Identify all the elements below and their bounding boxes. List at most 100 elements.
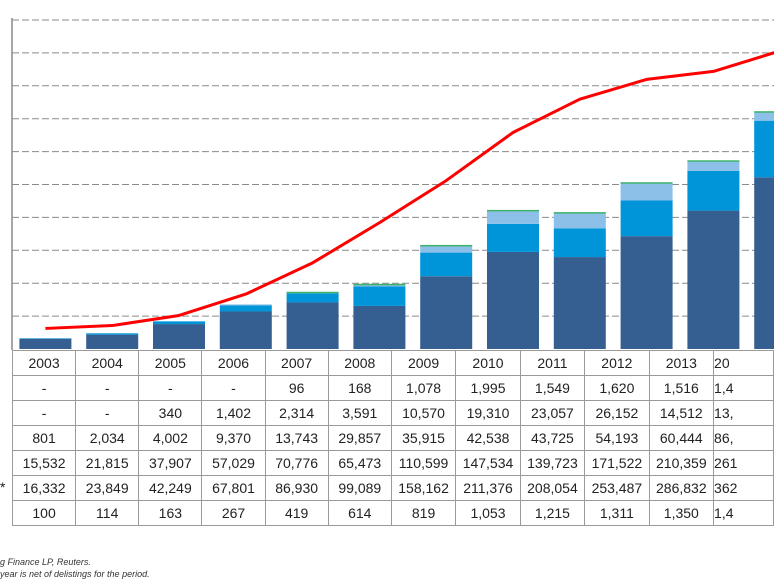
bar-segment-2007-s4 [286, 291, 339, 294]
table-cell: 614 [327, 500, 392, 526]
table-cell: 2008 [327, 350, 392, 376]
bar-segment-2009-s3 [420, 245, 473, 253]
table-cell: 16,332 [11, 475, 77, 501]
index-line [45, 51, 774, 330]
table-header-row: 2003 2004 2005 2006 2007 2008 2009 2010 2011 2012… [11, 350, 774, 376]
table-cell: 57,029 [201, 450, 266, 476]
bar-segment-2011-s3 [553, 213, 606, 229]
table-cell: 2013 [648, 350, 715, 376]
table-cell: 139,723 [519, 450, 586, 476]
table-cell: 168 [327, 375, 392, 401]
bar-segment-2014-s2 [754, 120, 774, 178]
table-cell: 2012 [584, 350, 650, 376]
table-cell: 4,002 [138, 425, 203, 451]
table-row: - - - -96 168 1,078 1,995 1,549 1,620 1,516 1,4 [11, 375, 774, 401]
table-cell: 29,857 [327, 425, 392, 451]
table-cell: 9,370 [201, 425, 266, 451]
table-cell: 21,815 [75, 450, 140, 476]
table-cell: 86,930 [264, 475, 329, 501]
bar-segment-2008-s1 [353, 305, 406, 349]
table-cell: 14,512 [648, 400, 715, 426]
table-cell: - [11, 375, 77, 401]
table-cell: 1,053 [455, 500, 521, 526]
bar-segment-2005-s2 [153, 321, 205, 325]
bar-segment-2012-s2 [620, 200, 673, 237]
table-cell: 70,776 [264, 450, 329, 476]
table-cell: 86, [713, 425, 774, 451]
table-cell: 286,832 [648, 475, 715, 501]
bar-segment-2005-s1 [153, 324, 205, 349]
table-cell: 10,570 [390, 400, 457, 426]
table-cell: - [75, 375, 140, 401]
table-cell: 20 [713, 350, 774, 376]
table-cell: 1,620 [584, 375, 650, 401]
table-cell: 114 [75, 500, 140, 526]
bar-segment-2006-s1 [219, 311, 272, 349]
bar-segment-2014-s1 [754, 177, 774, 349]
table-cell: 15,532 [11, 450, 77, 476]
table-cell: 2009 [390, 350, 457, 376]
table-cell: 2003 [11, 350, 77, 376]
table-cell: 42,538 [455, 425, 521, 451]
table-cell: 54,193 [584, 425, 650, 451]
bar-segment-2011-s2 [553, 228, 606, 258]
bar-segment-2013-s1 [687, 210, 740, 349]
table-cell: 67,801 [201, 475, 266, 501]
bar-segment-2008-s2 [353, 286, 406, 306]
table-cell: 1,350 [648, 500, 715, 526]
table-cell: 210,359 [648, 450, 715, 476]
table-cell: 100 [11, 500, 77, 526]
bar-segment-2004-s2 [86, 333, 139, 335]
table-cell: 2011 [519, 350, 586, 376]
table-cell: 1,4 [713, 375, 774, 401]
bar-segment-2009-s1 [420, 276, 473, 349]
table-cell: 267 [201, 500, 266, 526]
table-cell: 171,522 [584, 450, 650, 476]
bar-segment-2013-s3 [687, 161, 740, 171]
table-cell: 1,402 [201, 400, 266, 426]
bar-segment-2010-s3 [487, 211, 539, 224]
table-cell: 819 [390, 500, 457, 526]
table-cell: 362 [713, 475, 774, 501]
table-cell: 2,034 [75, 425, 140, 451]
table-cell: 96 [264, 375, 329, 401]
table-row: 100 114 163 267 419 614 819 1,053 1,215 1,311 1,35… [11, 500, 774, 526]
bar-segment-2008-s4 [353, 283, 406, 286]
table-cell: 208,054 [519, 475, 586, 501]
table-cell: 163 [138, 500, 203, 526]
table-row: 15,532 21,815 37,907 57,029 70,776 65,473 110,… [11, 450, 774, 476]
table-cell: 2005 [138, 350, 203, 376]
bar-segment-2004-s1 [86, 334, 139, 349]
table-cell: 3,591 [327, 400, 392, 426]
table-cell: 2,314 [264, 400, 329, 426]
table-cell: 1,516 [648, 375, 715, 401]
table-cell: 13, [713, 400, 774, 426]
bar-segment-2014-s3 [754, 112, 774, 121]
bar-segment-2009-s4 [420, 244, 473, 247]
table-cell: 23,057 [519, 400, 586, 426]
bar-segment-2006-s3 [219, 304, 272, 306]
bar-segment-2007-s2 [286, 293, 339, 303]
table-cell: 253,487 [584, 475, 650, 501]
table-cell: 23,849 [75, 475, 140, 501]
table-cell: 419 [264, 500, 329, 526]
table-cell: 43,725 [519, 425, 586, 451]
table-cell: 13,743 [264, 425, 329, 451]
table-cell: 147,534 [455, 450, 521, 476]
bar-segment-2012-s1 [620, 236, 673, 349]
gridlines [12, 19, 774, 317]
bar-segment-2009-s2 [420, 252, 473, 277]
table-cell: - [75, 400, 140, 426]
bar-segment-2006-s2 [219, 305, 272, 312]
row-marker: * [0, 479, 6, 495]
table-cell: 60,444 [648, 425, 715, 451]
table-cell: 99,089 [327, 475, 392, 501]
bar-segment-2010-s4 [487, 209, 539, 212]
bar-segment-2014-s4 [754, 111, 774, 113]
footnote-source: g Finance LP, Reuters. [0, 557, 91, 567]
bar-segment-2003-s2 [19, 338, 72, 339]
bar-segment-2003-s1 [19, 338, 72, 349]
table-cell: 19,310 [455, 400, 521, 426]
table-cell: 37,907 [138, 450, 203, 476]
table-cell: 110,599 [390, 450, 457, 476]
